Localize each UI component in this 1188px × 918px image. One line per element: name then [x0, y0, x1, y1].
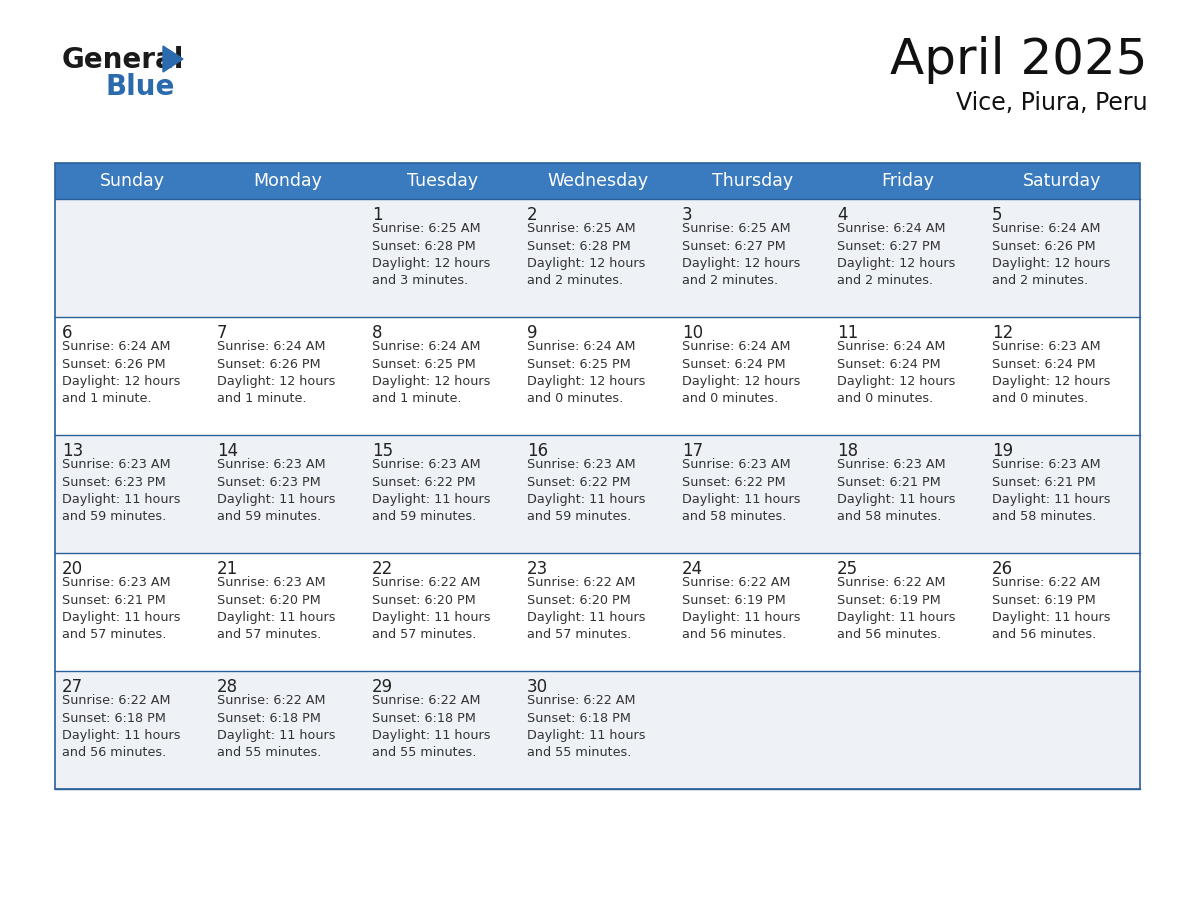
Text: 22: 22 [372, 560, 393, 578]
Text: 14: 14 [217, 442, 238, 460]
Text: Sunrise: 6:22 AM
Sunset: 6:20 PM
Daylight: 11 hours
and 57 minutes.: Sunrise: 6:22 AM Sunset: 6:20 PM Dayligh… [372, 576, 491, 642]
Text: 23: 23 [527, 560, 548, 578]
Text: Sunrise: 6:22 AM
Sunset: 6:18 PM
Daylight: 11 hours
and 55 minutes.: Sunrise: 6:22 AM Sunset: 6:18 PM Dayligh… [217, 694, 335, 759]
Text: Friday: Friday [881, 172, 934, 190]
Text: 12: 12 [992, 324, 1013, 342]
Bar [55, 317, 1140, 435]
Bar [55, 435, 1140, 553]
Text: Sunrise: 6:25 AM
Sunset: 6:28 PM
Daylight: 12 hours
and 2 minutes.: Sunrise: 6:25 AM Sunset: 6:28 PM Dayligh… [527, 222, 645, 287]
Text: Thursday: Thursday [712, 172, 794, 190]
Text: Sunrise: 6:23 AM
Sunset: 6:20 PM
Daylight: 11 hours
and 57 minutes.: Sunrise: 6:23 AM Sunset: 6:20 PM Dayligh… [217, 576, 335, 642]
Text: 16: 16 [527, 442, 548, 460]
Text: Sunrise: 6:23 AM
Sunset: 6:22 PM
Daylight: 11 hours
and 59 minutes.: Sunrise: 6:23 AM Sunset: 6:22 PM Dayligh… [372, 458, 491, 523]
Text: Sunrise: 6:23 AM
Sunset: 6:22 PM
Daylight: 11 hours
and 59 minutes.: Sunrise: 6:23 AM Sunset: 6:22 PM Dayligh… [527, 458, 645, 523]
Text: Sunrise: 6:23 AM
Sunset: 6:21 PM
Daylight: 11 hours
and 57 minutes.: Sunrise: 6:23 AM Sunset: 6:21 PM Dayligh… [62, 576, 181, 642]
Text: Sunrise: 6:23 AM
Sunset: 6:21 PM
Daylight: 11 hours
and 58 minutes.: Sunrise: 6:23 AM Sunset: 6:21 PM Dayligh… [992, 458, 1111, 523]
Text: 8: 8 [372, 324, 383, 342]
Text: Sunrise: 6:22 AM
Sunset: 6:20 PM
Daylight: 11 hours
and 57 minutes.: Sunrise: 6:22 AM Sunset: 6:20 PM Dayligh… [527, 576, 645, 642]
Text: Sunrise: 6:23 AM
Sunset: 6:24 PM
Daylight: 12 hours
and 0 minutes.: Sunrise: 6:23 AM Sunset: 6:24 PM Dayligh… [992, 340, 1111, 406]
Bar [55, 163, 1140, 199]
Text: Sunrise: 6:25 AM
Sunset: 6:28 PM
Daylight: 12 hours
and 3 minutes.: Sunrise: 6:25 AM Sunset: 6:28 PM Dayligh… [372, 222, 491, 287]
Text: 29: 29 [372, 678, 393, 696]
Text: Sunrise: 6:24 AM
Sunset: 6:24 PM
Daylight: 12 hours
and 0 minutes.: Sunrise: 6:24 AM Sunset: 6:24 PM Dayligh… [682, 340, 801, 406]
Text: 3: 3 [682, 206, 693, 224]
Text: Vice, Piura, Peru: Vice, Piura, Peru [956, 91, 1148, 115]
Text: 5: 5 [992, 206, 1003, 224]
Text: Sunrise: 6:22 AM
Sunset: 6:19 PM
Daylight: 11 hours
and 56 minutes.: Sunrise: 6:22 AM Sunset: 6:19 PM Dayligh… [682, 576, 801, 642]
Text: Sunrise: 6:23 AM
Sunset: 6:23 PM
Daylight: 11 hours
and 59 minutes.: Sunrise: 6:23 AM Sunset: 6:23 PM Dayligh… [62, 458, 181, 523]
Text: 21: 21 [217, 560, 239, 578]
Text: 4: 4 [838, 206, 847, 224]
Text: Sunrise: 6:22 AM
Sunset: 6:18 PM
Daylight: 11 hours
and 56 minutes.: Sunrise: 6:22 AM Sunset: 6:18 PM Dayligh… [62, 694, 181, 759]
Text: Sunrise: 6:23 AM
Sunset: 6:21 PM
Daylight: 11 hours
and 58 minutes.: Sunrise: 6:23 AM Sunset: 6:21 PM Dayligh… [838, 458, 955, 523]
Text: Sunrise: 6:22 AM
Sunset: 6:19 PM
Daylight: 11 hours
and 56 minutes.: Sunrise: 6:22 AM Sunset: 6:19 PM Dayligh… [838, 576, 955, 642]
Text: 24: 24 [682, 560, 703, 578]
Text: 18: 18 [838, 442, 858, 460]
Text: 27: 27 [62, 678, 83, 696]
Bar [55, 553, 1140, 671]
Text: 1: 1 [372, 206, 383, 224]
Bar [55, 199, 1140, 317]
Text: 15: 15 [372, 442, 393, 460]
Text: 10: 10 [682, 324, 703, 342]
Text: General: General [62, 46, 184, 74]
Bar [55, 163, 1140, 789]
Text: Wednesday: Wednesday [546, 172, 649, 190]
Text: 9: 9 [527, 324, 537, 342]
Text: Saturday: Saturday [1023, 172, 1101, 190]
Text: 20: 20 [62, 560, 83, 578]
Text: 25: 25 [838, 560, 858, 578]
Bar [55, 671, 1140, 789]
Text: 7: 7 [217, 324, 227, 342]
Text: 11: 11 [838, 324, 858, 342]
Text: Sunrise: 6:24 AM
Sunset: 6:25 PM
Daylight: 12 hours
and 0 minutes.: Sunrise: 6:24 AM Sunset: 6:25 PM Dayligh… [527, 340, 645, 406]
Text: Tuesday: Tuesday [407, 172, 478, 190]
Text: Sunrise: 6:24 AM
Sunset: 6:25 PM
Daylight: 12 hours
and 1 minute.: Sunrise: 6:24 AM Sunset: 6:25 PM Dayligh… [372, 340, 491, 406]
Text: Sunrise: 6:23 AM
Sunset: 6:22 PM
Daylight: 11 hours
and 58 minutes.: Sunrise: 6:23 AM Sunset: 6:22 PM Dayligh… [682, 458, 801, 523]
Text: Monday: Monday [253, 172, 322, 190]
Text: Sunrise: 6:25 AM
Sunset: 6:27 PM
Daylight: 12 hours
and 2 minutes.: Sunrise: 6:25 AM Sunset: 6:27 PM Dayligh… [682, 222, 801, 287]
Text: 17: 17 [682, 442, 703, 460]
Text: 2: 2 [527, 206, 538, 224]
Text: Sunrise: 6:22 AM
Sunset: 6:18 PM
Daylight: 11 hours
and 55 minutes.: Sunrise: 6:22 AM Sunset: 6:18 PM Dayligh… [372, 694, 491, 759]
Text: Sunrise: 6:23 AM
Sunset: 6:23 PM
Daylight: 11 hours
and 59 minutes.: Sunrise: 6:23 AM Sunset: 6:23 PM Dayligh… [217, 458, 335, 523]
Text: Sunrise: 6:24 AM
Sunset: 6:26 PM
Daylight: 12 hours
and 2 minutes.: Sunrise: 6:24 AM Sunset: 6:26 PM Dayligh… [992, 222, 1111, 287]
Text: Sunrise: 6:22 AM
Sunset: 6:19 PM
Daylight: 11 hours
and 56 minutes.: Sunrise: 6:22 AM Sunset: 6:19 PM Dayligh… [992, 576, 1111, 642]
Text: 6: 6 [62, 324, 72, 342]
Text: Sunrise: 6:24 AM
Sunset: 6:26 PM
Daylight: 12 hours
and 1 minute.: Sunrise: 6:24 AM Sunset: 6:26 PM Dayligh… [62, 340, 181, 406]
Text: 26: 26 [992, 560, 1013, 578]
Polygon shape [163, 46, 183, 72]
Text: Sunday: Sunday [100, 172, 165, 190]
Text: 28: 28 [217, 678, 238, 696]
Text: Sunrise: 6:22 AM
Sunset: 6:18 PM
Daylight: 11 hours
and 55 minutes.: Sunrise: 6:22 AM Sunset: 6:18 PM Dayligh… [527, 694, 645, 759]
Text: 30: 30 [527, 678, 548, 696]
Text: Sunrise: 6:24 AM
Sunset: 6:27 PM
Daylight: 12 hours
and 2 minutes.: Sunrise: 6:24 AM Sunset: 6:27 PM Dayligh… [838, 222, 955, 287]
Text: Blue: Blue [106, 73, 176, 101]
Text: April 2025: April 2025 [891, 36, 1148, 84]
Text: Sunrise: 6:24 AM
Sunset: 6:24 PM
Daylight: 12 hours
and 0 minutes.: Sunrise: 6:24 AM Sunset: 6:24 PM Dayligh… [838, 340, 955, 406]
Text: 19: 19 [992, 442, 1013, 460]
Text: 13: 13 [62, 442, 83, 460]
Text: Sunrise: 6:24 AM
Sunset: 6:26 PM
Daylight: 12 hours
and 1 minute.: Sunrise: 6:24 AM Sunset: 6:26 PM Dayligh… [217, 340, 335, 406]
